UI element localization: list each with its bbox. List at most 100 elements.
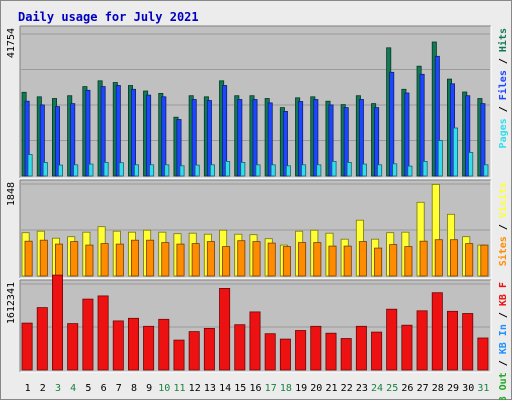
bar-sites-day-24 [374,247,383,277]
bar-files-day-16 [252,99,258,177]
bar-files-day-23 [358,99,364,177]
bar-sites-day-16 [252,241,261,277]
x-tick-label: 17 [265,383,277,394]
bar-kb-f-day-30 [462,313,474,371]
legend-entry: Sites [497,236,509,266]
bar-files-day-9 [146,94,152,177]
bar-files-day-13 [206,100,212,177]
bar-kb-f-day-12 [188,331,200,371]
bar-sites-day-12 [191,243,200,277]
bar-sites-day-19 [298,242,307,277]
bar-pages-day-24 [377,164,383,177]
bar-kb-f-day-10 [158,318,170,371]
bar-sites-day-27 [419,240,428,277]
bar-pages-day-9 [149,164,155,177]
x-tick-label: 31 [477,383,489,394]
bar-sites-day-5 [85,244,94,277]
bar-files-day-2 [39,104,45,177]
legend-entry: KB Out [498,372,509,400]
legend-entry: Pages [498,118,509,148]
bar-kb-f-day-28 [431,292,443,371]
x-tick-label: 3 [55,383,61,394]
bar-pages-day-28 [437,140,443,177]
bar-kb-f-day-2 [36,307,48,371]
bar-files-day-27 [419,73,425,177]
bar-kb-f-day-3 [52,274,64,371]
bar-sites-day-13 [206,241,215,277]
x-tick-label: 22 [341,383,353,394]
bar-kb-f-day-24 [371,331,383,371]
x-tick-label: 10 [158,383,170,394]
bar-pages-day-17 [270,164,276,177]
bar-sites-day-18 [282,246,291,277]
panel-visits-sites: 1848 Sites / Visits [6,179,509,279]
bar-sites-day-29 [449,239,458,277]
bar-pages-day-3 [58,164,64,177]
x-tick-label: 6 [101,383,107,394]
bar-pages-day-23 [361,163,367,177]
x-tick-label: 5 [85,383,91,394]
panel-kbytes: 1612341 KB Out / KB In / KB F [6,274,509,405]
x-tick-label: 8 [131,383,137,394]
bar-pages-day-16 [255,164,261,177]
bar-kb-f-day-4 [67,323,79,371]
bar-kb-f-day-6 [97,295,109,371]
bar-kb-f-day-26 [401,324,413,371]
panel-max-label: 1612341 [6,282,17,324]
legend-separator: / [498,218,509,236]
bar-kb-f-day-20 [310,325,322,371]
bar-kb-f-day-11 [173,339,185,371]
bar-pages-day-11 [179,165,185,177]
bar-kb-f-day-16 [249,311,261,371]
bar-files-day-15 [237,99,243,177]
bar-pages-day-22 [346,161,352,177]
bar-files-day-30 [465,95,471,177]
x-tick-label: 4 [70,383,76,394]
bar-sites-day-1 [24,240,33,277]
bar-sites-day-30 [465,243,474,277]
bar-files-day-7 [115,85,121,177]
x-tick-label: 21 [325,383,337,394]
bar-sites-day-11 [176,243,185,277]
bar-sites-day-9 [146,239,155,277]
series-pages [27,127,489,177]
bar-sites-day-22 [343,245,352,277]
bar-kb-f-day-7 [112,320,124,371]
panel-legend: Pages / Files / Hits [497,28,509,148]
bar-files-day-18 [282,111,288,177]
bar-sites-day-10 [161,242,170,277]
legend-separator: / [498,52,509,70]
bar-files-day-17 [267,102,273,177]
bar-pages-day-8 [133,164,139,177]
legend-entry: Files [497,70,509,100]
bar-pages-day-20 [316,164,322,177]
bar-sites-day-26 [404,246,413,277]
bar-kb-f-day-27 [416,310,428,371]
chart-title: Daily usage for July 2021 [18,10,199,24]
bar-sites-day-25 [389,244,398,277]
x-tick-label: 25 [386,383,398,394]
bar-kb-f-day-14 [219,287,231,371]
bar-files-day-11 [176,119,182,177]
panel-legend: KB Out / KB In / KB F [498,282,509,400]
bar-kb-f-day-17 [264,333,276,371]
bar-sites-day-6 [100,243,109,277]
bar-kb-f-day-21 [325,332,337,371]
x-tick-label: 12 [189,383,201,394]
legend-entry: KB In [498,324,509,354]
bar-sites-day-4 [70,241,79,277]
x-tick-label: 9 [146,383,152,394]
bar-kb-f-day-1 [21,322,33,371]
bar-sites-day-21 [328,245,337,277]
bar-pages-day-14 [225,160,231,177]
series-kb-f [21,274,489,371]
bar-kb-f-day-19 [295,330,307,371]
x-tick-label: 24 [371,383,383,394]
bar-files-day-20 [313,99,319,177]
x-tick-label: 14 [219,383,231,394]
x-tick-label: 20 [310,383,322,394]
bar-kb-f-day-5 [82,298,94,371]
bar-files-day-4 [70,103,76,177]
bar-pages-day-2 [42,161,48,177]
